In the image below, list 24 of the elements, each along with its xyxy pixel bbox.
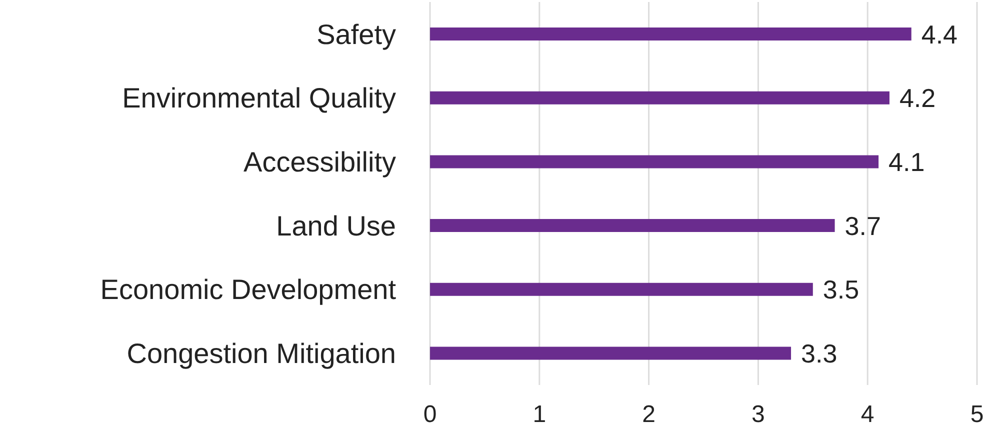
y-tick-label: Accessibility: [244, 146, 396, 178]
data-label: 4.1: [888, 146, 925, 177]
data-label: 3.5: [822, 274, 860, 305]
x-tick-label: 2: [642, 401, 656, 428]
bar: [430, 346, 792, 360]
bar: [430, 219, 835, 232]
data-label: 4.4: [921, 19, 958, 50]
bar: [430, 282, 813, 296]
y-tick-label: Environmental Quality: [122, 82, 396, 114]
x-tick-label: 3: [752, 401, 765, 428]
y-tick-label: Economic Development: [100, 274, 396, 306]
y-tick-label: Safety: [316, 18, 396, 50]
data-label: 3.3: [801, 338, 838, 368]
x-tick-label: 1: [532, 401, 546, 428]
data-label: 4.2: [899, 83, 936, 114]
x-tick-label: 5: [970, 401, 984, 428]
data-label: 3.7: [844, 210, 881, 241]
bar: [430, 28, 912, 41]
bar: [430, 91, 890, 104]
y-tick-label: Congestion Mitigation: [126, 338, 396, 370]
bar: [430, 155, 879, 168]
y-tick-label: Land Use: [276, 210, 396, 242]
x-tick-label: 0: [423, 401, 437, 428]
x-tick-label: 4: [860, 401, 874, 428]
